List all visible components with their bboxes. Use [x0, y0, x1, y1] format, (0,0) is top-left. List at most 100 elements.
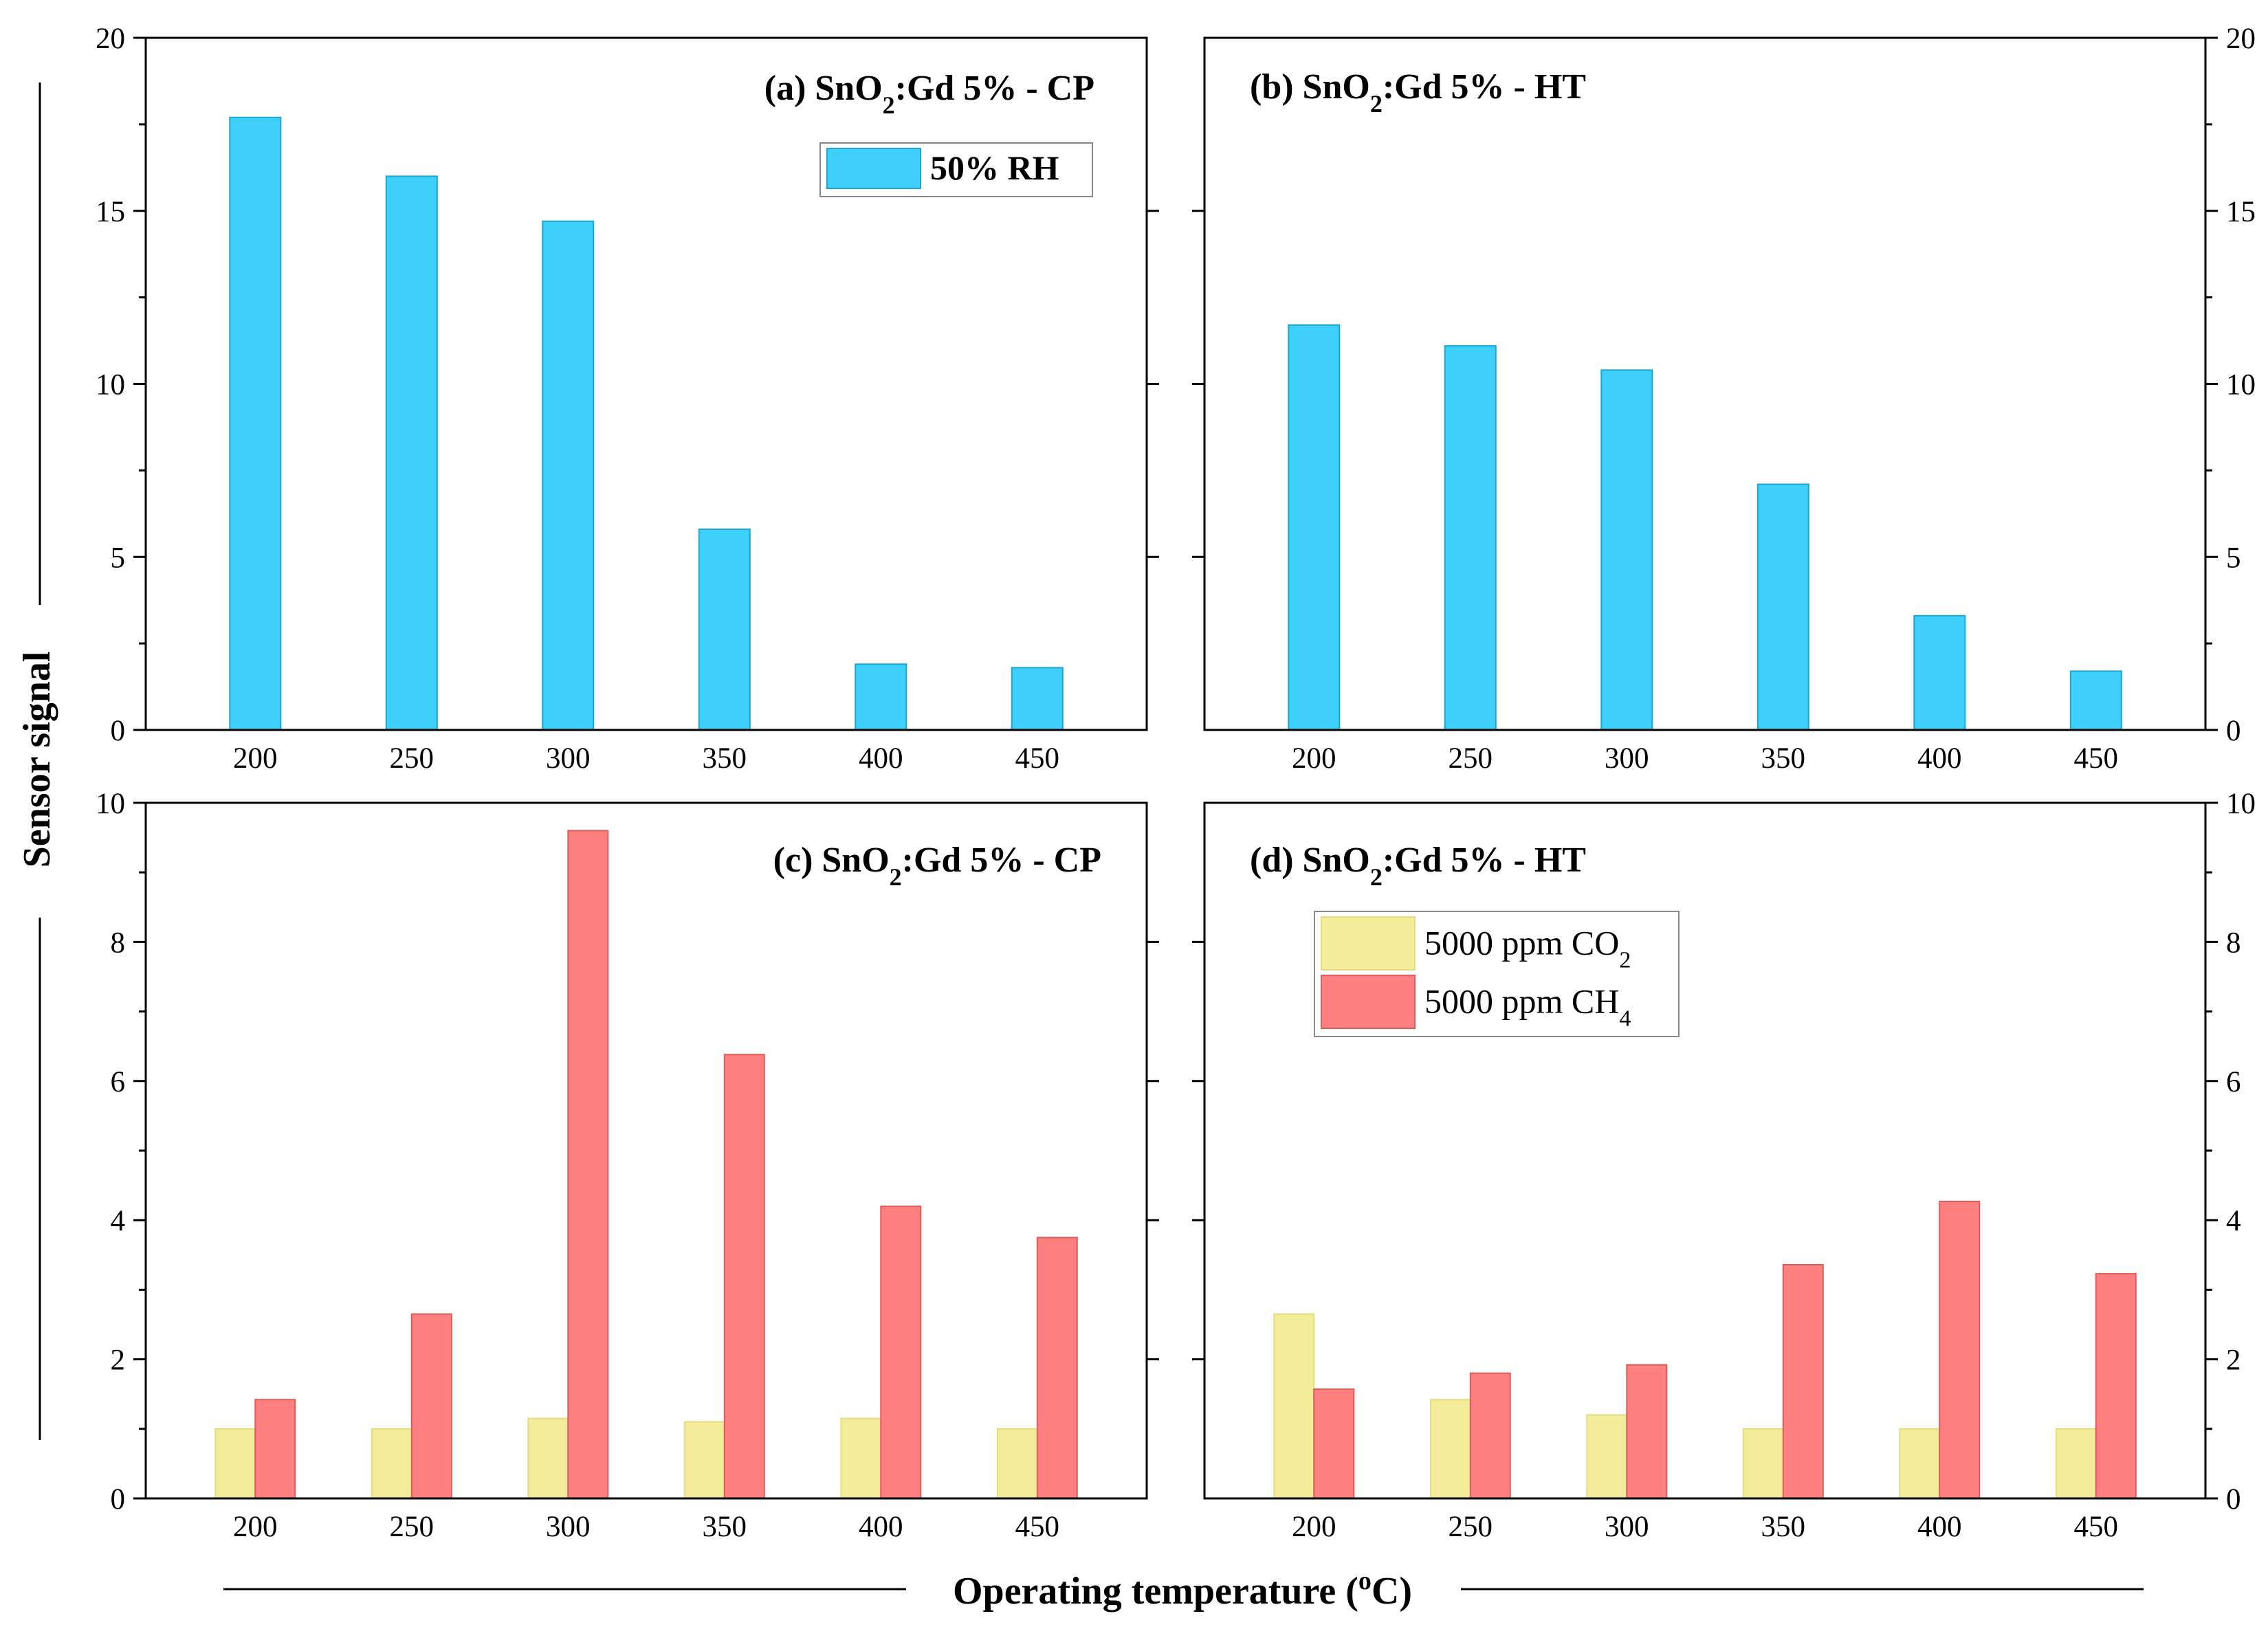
xtick-label-c-350: 350	[703, 1511, 747, 1543]
legend-d: 5000 ppm CO2 5000 ppm CH4	[1314, 911, 1680, 1037]
panel-a: 0 5 10 15 20 200 250 300 350 400 450 (a) SnO2:Gd 5%…	[96, 23, 1159, 775]
bar-d-s1-300	[1626, 1364, 1668, 1499]
bar-b-s0-250	[1444, 345, 1497, 731]
bar-a-s0-400	[855, 663, 907, 731]
bar-d-s1-350	[1782, 1264, 1824, 1499]
xtick-label-c-250: 250	[390, 1511, 434, 1543]
legend-swatch-a-0	[826, 148, 921, 189]
ytick-label-b-15: 15	[2226, 196, 2256, 228]
bar-d-s1-400	[1939, 1200, 1981, 1500]
xtick-label-c-200: 200	[233, 1511, 278, 1543]
bar-d-s0-250	[1429, 1399, 1471, 1500]
legend-swatch-d-0	[1321, 916, 1416, 971]
bar-d-s0-450	[2055, 1428, 2097, 1500]
ytick-label-d-0: 0	[2226, 1483, 2241, 1516]
panel-c: 0 2 4 6 8 10 200 250 300 350 400 450 (c) SnO2:Gd 5% …	[96, 788, 1159, 1543]
plot-frame-d	[1203, 801, 2207, 1500]
bar-b-s0-200	[1288, 324, 1341, 731]
bar-b-s0-400	[1913, 614, 1966, 731]
panel-title-a: (a) SnO2:Gd 5% - CP	[764, 69, 1094, 119]
panel-title-b: (b) SnO2:Gd 5% - HT	[1250, 67, 1586, 118]
xtick-label-d-300: 300	[1605, 1511, 1649, 1543]
ytick-label-b-20: 20	[2226, 23, 2256, 55]
xtick-label-b-250: 250	[1449, 742, 1493, 775]
ytick-label-d-8: 8	[2226, 927, 2241, 959]
ytick-label-c-2: 2	[111, 1344, 126, 1377]
ytick-label-d-2: 2	[2226, 1344, 2241, 1377]
ytick-label-b-10: 10	[2226, 369, 2256, 401]
bar-d-s0-400	[1899, 1428, 1941, 1500]
xtick-label-b-200: 200	[1292, 742, 1336, 775]
bar-a-s0-250	[385, 175, 438, 731]
ytick-label-a-15: 15	[96, 196, 125, 228]
xtick-label-d-250: 250	[1449, 1511, 1493, 1543]
ytick-label-d-4: 4	[2226, 1205, 2241, 1237]
panel-b: 0 5 10 15 20 200 250 300 350 400 450 (b) SnO2:Gd 5%…	[1192, 23, 2256, 775]
xtick-label-a-450: 450	[1015, 742, 1060, 775]
y-axis-title: Sensor signal	[16, 652, 58, 868]
bar-d-s1-250	[1469, 1372, 1511, 1500]
xtick-label-a-200: 200	[233, 742, 278, 775]
xtick-label-c-450: 450	[1015, 1511, 1060, 1543]
bar-d-s1-450	[2095, 1273, 2137, 1499]
bar-d-s1-200	[1313, 1388, 1355, 1499]
plot-frame-c	[144, 801, 1148, 1500]
xtick-label-d-450: 450	[2074, 1511, 2119, 1543]
bar-d-s0-200	[1273, 1313, 1315, 1500]
xtick-label-c-300: 300	[546, 1511, 591, 1543]
ytick-label-c-10: 10	[96, 788, 125, 820]
bar-c-s1-350	[723, 1054, 765, 1500]
legend-label-a-0: 50% RH	[930, 148, 1059, 187]
bar-c-s0-300	[527, 1417, 569, 1500]
ytick-label-d-6: 6	[2226, 1066, 2241, 1098]
legend-swatch-d-1	[1321, 975, 1416, 1029]
xtick-label-c-400: 400	[859, 1511, 903, 1543]
bar-d-s0-300	[1586, 1414, 1628, 1500]
bar-a-s0-300	[542, 220, 595, 731]
xtick-label-a-300: 300	[546, 742, 591, 775]
bar-c-s0-350	[683, 1421, 725, 1499]
xtick-label-b-300: 300	[1605, 742, 1649, 775]
bar-c-s1-200	[254, 1399, 296, 1500]
bar-c-s1-250	[410, 1313, 452, 1500]
xtick-label-d-200: 200	[1292, 1511, 1336, 1543]
bar-c-s0-450	[996, 1428, 1038, 1500]
bar-b-s0-450	[2069, 670, 2122, 731]
xtick-label-b-400: 400	[1917, 742, 1962, 775]
xtick-label-b-350: 350	[1761, 742, 1806, 775]
panel-title-c: (c) SnO2:Gd 5% - CP	[773, 841, 1101, 891]
bar-b-s0-300	[1600, 369, 1653, 731]
bar-c-s0-400	[840, 1417, 882, 1500]
bar-a-s0-200	[229, 116, 282, 731]
ytick-label-c-0: 0	[111, 1483, 126, 1516]
xtick-label-a-350: 350	[703, 742, 747, 775]
bar-c-s1-450	[1036, 1237, 1078, 1499]
xtick-label-a-400: 400	[859, 742, 903, 775]
panel-d: 0 2 4 6 8 10 200 250 300 350 400 450 (d) SnO2:Gd 5% …	[1192, 788, 2256, 1543]
xtick-label-d-350: 350	[1761, 1511, 1806, 1543]
legend-a: 50% RH	[819, 142, 1093, 197]
plot-frame-b	[1203, 36, 2207, 731]
panel-title-d: (d) SnO2:Gd 5% - HT	[1250, 841, 1586, 891]
ytick-label-c-4: 4	[111, 1205, 126, 1237]
bar-c-s1-300	[567, 830, 609, 1499]
ytick-label-c-8: 8	[111, 927, 126, 959]
ytick-label-c-6: 6	[111, 1066, 126, 1098]
bar-c-s0-250	[371, 1428, 412, 1500]
legend-label-d-1: 5000 ppm CH4	[1424, 982, 1631, 1032]
bar-a-s0-350	[698, 529, 751, 731]
ytick-label-d-10: 10	[2226, 788, 2256, 820]
bar-b-s0-350	[1757, 483, 1809, 731]
legend-label-d-0: 5000 ppm CO2	[1424, 924, 1631, 973]
ytick-label-b-5: 5	[2226, 542, 2241, 574]
bar-a-s0-450	[1011, 667, 1064, 731]
ytick-label-a-0: 0	[111, 715, 126, 747]
plot-frame-a	[144, 36, 1148, 731]
ytick-label-b-0: 0	[2226, 715, 2241, 747]
bar-c-s0-200	[214, 1428, 256, 1500]
xtick-label-d-400: 400	[1917, 1511, 1962, 1543]
ytick-label-a-10: 10	[96, 369, 125, 401]
bar-d-s0-350	[1742, 1428, 1784, 1500]
ytick-label-a-20: 20	[96, 23, 125, 55]
